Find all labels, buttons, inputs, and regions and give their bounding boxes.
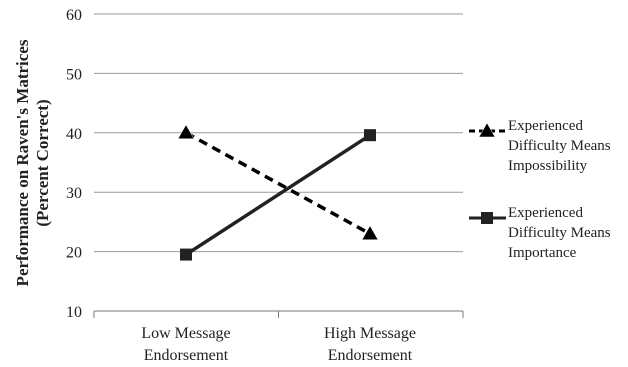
series-1-line [185,133,371,257]
legend-label-0-line2: Impossibility [508,158,588,174]
y-tick-label-20: 20 [66,245,82,262]
x-category-label-0-line2: Endorsement [144,347,229,364]
y-tick-label-30: 30 [66,185,82,202]
series-0-point-0 [177,124,195,140]
legend-label-1-line0: Experienced [508,205,583,221]
y-tick-labels: 10 20 30 40 50 60 [66,7,82,321]
series-0-point-1 [361,225,379,241]
legend-label-1-line1: Difficulty Means [508,225,611,241]
series-group [177,124,379,261]
legend-swatch-marker-1 [481,212,493,224]
x-category-labels: Low Message Endorsement High Message Endors… [141,325,416,364]
y-tick-label-10: 10 [66,304,82,321]
series-1-point-0 [180,248,192,261]
y-axis-title-line1: Performance on Raven's Matrices [13,39,32,286]
x-category-label-0-line1: Low Message [141,325,230,342]
legend-entry-1: Experienced Difficulty Means Importance [469,205,611,261]
legend-label-1-line2: Importance [508,245,577,261]
legend-entry-0: Experienced Difficulty Means Impossibility [469,118,611,174]
series-1 [180,129,376,261]
y-axis-title-group: Performance on Raven's Matrices (Percent … [13,39,52,286]
legend: Experienced Difficulty Means Impossibility… [469,118,611,261]
legend-label-0-line1: Difficulty Means [508,138,611,154]
y-axis-title: Performance on Raven's Matrices (Percent … [13,39,52,286]
x-category-label-1-line2: Endorsement [328,347,413,364]
y-axis-title-line2: (Percent Correct) [33,99,52,226]
series-0 [177,124,379,241]
y-tick-label-60: 60 [66,7,82,24]
x-category-label-1-line1: High Message [324,325,416,342]
y-tick-label-40: 40 [66,126,82,143]
legend-label-0-line0: Experienced [508,118,583,134]
gridlines [94,13,463,253]
axes [93,310,464,318]
legend-swatch-marker-0 [478,122,496,138]
series-0-line [185,131,371,236]
y-tick-label-50: 50 [66,66,82,83]
series-1-point-1 [364,129,376,142]
